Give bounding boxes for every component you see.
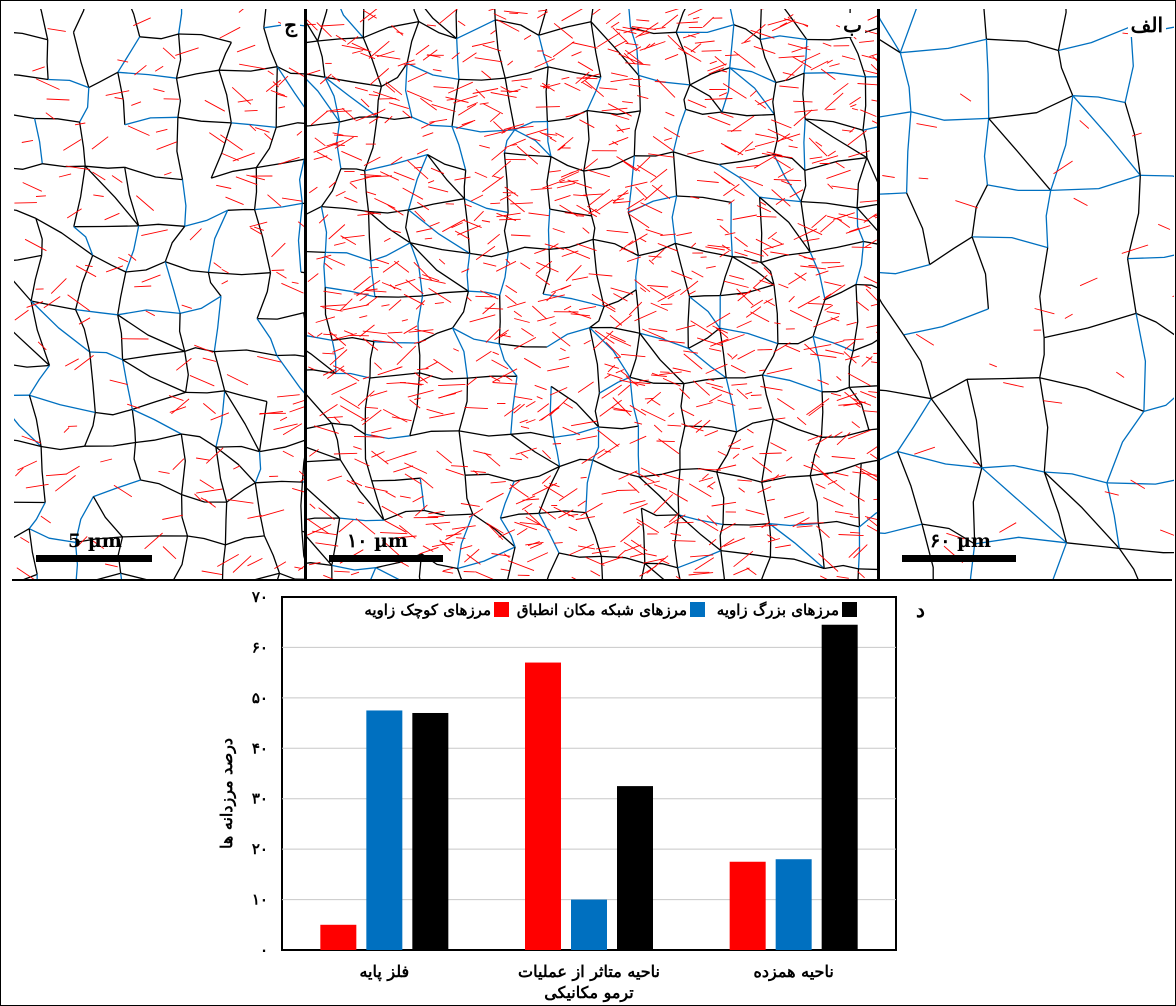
micrograph-panel-b: ب ۱۰ µm [307,9,877,579]
panel-label-d: د [916,598,925,622]
panel-label-c: ج [281,13,300,37]
bar [412,713,448,950]
y-tick-label: ۶۰ [252,638,268,656]
legend-swatch [690,602,705,617]
bar [776,859,812,950]
y-tick-label: ۵۰ [252,689,268,707]
grain-boundary-map-c [14,9,304,579]
grain-boundary-map-b [307,9,877,579]
y-tick-label: ۷۰ [251,588,268,606]
micrograph-panel-c: ج 5 µm [14,9,304,579]
grain-boundary-bar-chart: ۰ ۱۰ ۲۰ ۳۰ ۴۰ ۵۰ ۶۰ ۷۰ درصد مرزدانه ها فلز پایه نا… [210,585,910,1005]
legend-label: مرزهای شبکه مکان انطباق [517,601,687,619]
bar [571,900,607,950]
bar [525,663,561,950]
x-tick-label: ناحیه همزده [754,962,834,982]
bar [822,625,858,950]
scale-bar-label-c: 5 µm [68,530,122,552]
bar [730,862,766,950]
y-axis-label: درصد مرزدانه ها [217,738,237,849]
y-tick-label: ۳۰ [252,790,268,808]
x-tick-label: ترمو مکانیکی [544,983,634,1003]
y-tick-label: ۰ [260,941,268,959]
y-tick-label: ۲۰ [252,840,268,858]
legend: مرزهای بزرگ زاویه مرزهای شبکه مکان انطباق… [364,601,857,619]
scale-bar-b: ۱۰ µm [329,555,443,562]
scale-bar-label-b: ۱۰ µm [347,530,408,552]
bar [617,786,653,950]
legend-label: مرزهای کوچک زاویه [364,601,491,619]
grain-boundary-map-a [880,9,1174,579]
x-tick-label: فلز پایه [359,962,409,982]
panel-label-b: ب [840,13,865,37]
section-divider [12,579,1172,581]
legend-swatch [494,602,509,617]
x-tick-label: ناحیه متاثر از عملیات [518,962,660,982]
y-tick-label: ۱۰ [252,891,268,909]
scale-bar-label-a: ۶۰ µm [930,530,991,552]
bar [366,710,402,950]
panel-label-a: الف [1128,13,1166,37]
bar [320,925,356,950]
scale-bar-c: 5 µm [36,555,152,562]
legend-swatch [842,602,857,617]
micrograph-panel-a: الف ۶۰ µm [880,9,1174,579]
y-tick-label: ۴۰ [252,739,268,757]
legend-label: مرزهای بزرگ زاویه [717,601,839,619]
scale-bar-a: ۶۰ µm [902,555,1016,562]
